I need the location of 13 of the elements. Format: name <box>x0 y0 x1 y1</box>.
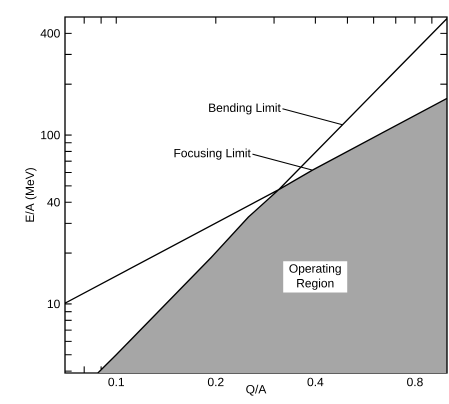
y-tick-label: 400 <box>40 29 60 38</box>
y-tick-label: 10 <box>48 300 60 308</box>
y-tick-label: 100 <box>41 130 60 140</box>
x-axis-title: Q/A <box>246 384 266 396</box>
annotation: Focusing Limit <box>174 148 251 160</box>
y-axis-title: E/A (MeV) <box>25 168 36 222</box>
x-tick-label: 0.1 <box>108 378 124 386</box>
y-tick-label: 40 <box>47 198 60 207</box>
annotation: Operating Region <box>289 264 341 290</box>
x-tick-label: 0.8 <box>407 378 423 386</box>
x-tick-label: 0.2 <box>208 378 224 386</box>
annotation: Bending Limit <box>209 103 281 114</box>
x-tick-label: 0.4 <box>308 378 324 386</box>
